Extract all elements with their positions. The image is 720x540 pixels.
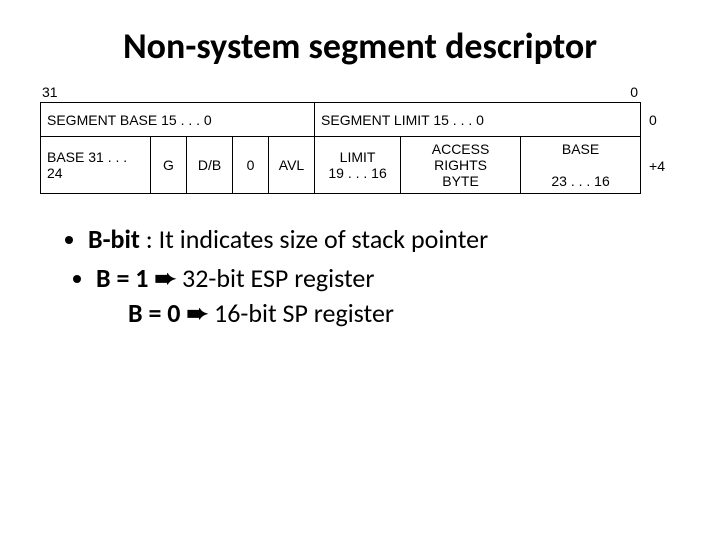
cell-seg-base: SEGMENT BASE 15 . . . 0 xyxy=(41,103,315,137)
b1-desc: 32-bit ESP register xyxy=(182,262,374,294)
table-row: SEGMENT BASE 15 . . . 0 SEGMENT LIMIT 15… xyxy=(41,103,641,137)
b-bit-label: B-bit xyxy=(88,223,140,255)
bit-label-high: 31 xyxy=(40,84,340,102)
descriptor-diagram: 31 0 SEGMENT BASE 15 . . . 0 SEGMENT LIM… xyxy=(40,84,680,194)
bullet-list: B-bit : It indicates size of stack point… xyxy=(40,222,680,331)
page-title: Non-system segment descriptor xyxy=(40,24,680,68)
row-offset-4: +4 xyxy=(649,138,680,194)
cell-access-rights: ACCESSRIGHTSBYTE xyxy=(401,137,521,194)
table-row: BASE 31 . . . 24 G D/B 0 AVL LIMIT19 . .… xyxy=(41,137,641,194)
descriptor-table: SEGMENT BASE 15 . . . 0 SEGMENT LIMIT 15… xyxy=(40,102,641,194)
cell-g: G xyxy=(151,137,187,194)
b0-line: B = 0 ➨ 16-bit SP register xyxy=(128,296,680,331)
list-item: B-bit : It indicates size of stack point… xyxy=(88,222,680,257)
cell-zero: 0 xyxy=(233,137,269,194)
list-item: B = 1 ➨ 32-bit ESP register B = 0 ➨ 16-b… xyxy=(96,261,680,331)
bit-label-low: 0 xyxy=(340,84,640,102)
arrow-icon: ➨ xyxy=(148,262,182,294)
b0-label: B = 0 xyxy=(128,297,180,329)
arrow-icon: ➨ xyxy=(180,297,214,329)
b-bit-desc: : It indicates size of stack pointer xyxy=(140,223,488,255)
row-offset-0: 0 xyxy=(649,103,680,137)
cell-avl: AVL xyxy=(269,137,315,194)
cell-limit19-16: LIMIT19 . . . 16 xyxy=(315,137,401,194)
b0-desc: 16-bit SP register xyxy=(214,297,394,329)
cell-db: D/B xyxy=(187,137,233,194)
cell-base23-16: BASE 23 . . . 16 xyxy=(521,137,641,194)
cell-seg-limit: SEGMENT LIMIT 15 . . . 0 xyxy=(315,103,641,137)
cell-base31-24: BASE 31 . . . 24 xyxy=(41,137,151,194)
b1-label: B = 1 xyxy=(96,262,148,294)
